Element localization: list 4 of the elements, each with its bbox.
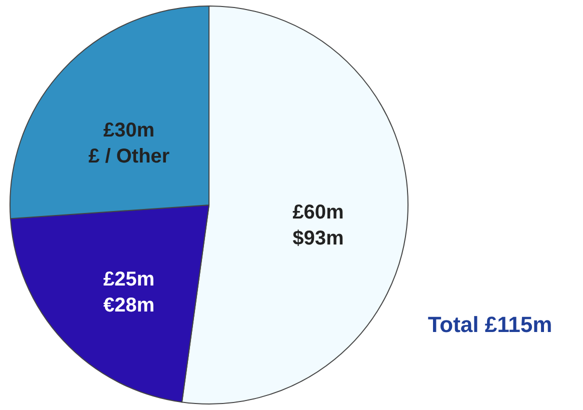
slice-label: £60m $93m: [292, 201, 344, 250]
text: Total £115m: [428, 312, 552, 337]
slice-label: £30m £ / Other: [88, 119, 170, 168]
slice-label: £25m €28m: [103, 268, 155, 317]
